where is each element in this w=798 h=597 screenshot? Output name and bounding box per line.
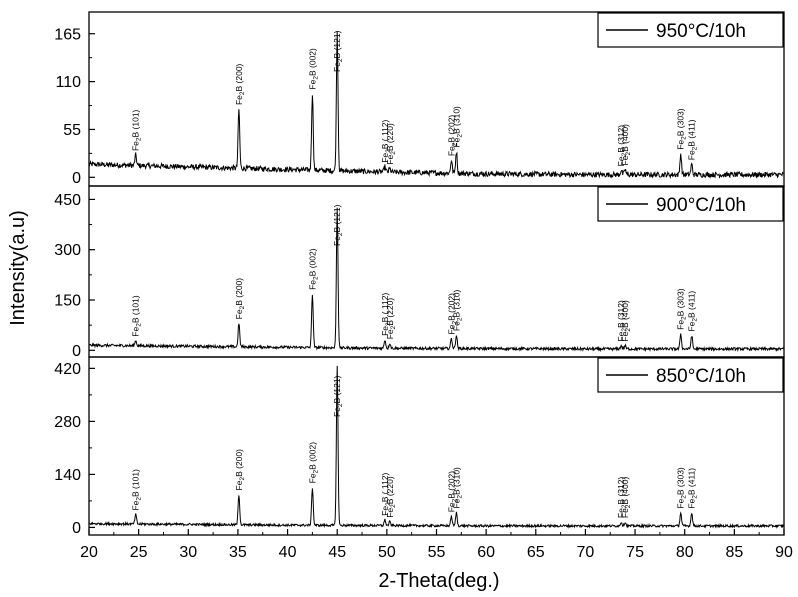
peak-label: Fe2B (411) [687, 468, 699, 509]
y-tick-label: 450 [54, 192, 81, 209]
y-tick-label: 300 [54, 242, 81, 259]
y-tick-label: 0 [72, 170, 81, 187]
peak-label: Fe2B (200) [234, 449, 246, 491]
y-tick-label: 420 [54, 361, 81, 378]
peak-label: Fe2B (200) [234, 63, 246, 105]
peak-label: Fe2B (303) [676, 467, 688, 509]
x-tick-label: 50 [378, 544, 396, 561]
peak-label: Fe2B (121) [332, 375, 344, 417]
peak-label: Fe2B (220) [385, 298, 397, 340]
series-line [88, 31, 785, 180]
peak-label: Fe2B (310) [451, 467, 463, 509]
x-tick-label: 30 [179, 544, 197, 561]
peak-label: Fe2B (202) [446, 293, 458, 335]
x-tick-label: 25 [130, 544, 148, 561]
y-tick-label: 140 [54, 467, 81, 484]
peak-label: Fe2B (101) [131, 295, 143, 337]
x-tick-label: 80 [676, 544, 694, 561]
x-axis: 20 25 30 35 40 45 50 55 60 65 70 75 80 85 90 [80, 529, 793, 561]
y-tick-label: 280 [54, 414, 81, 431]
peak-label: Fe2B (411) [687, 291, 699, 332]
peak-label: Fe2B (202) [446, 471, 458, 513]
peak-label: Fe2B (200) [234, 278, 246, 320]
legend-label: 850°C/10h [656, 366, 746, 387]
peak-label: Fe2B (400) [620, 477, 632, 519]
peak-label: Fe2B (400) [620, 124, 632, 166]
peak-label: Fe2B (312) [616, 125, 628, 167]
peak-label: Fe2B (310) [451, 290, 463, 332]
x-tick-label: 35 [229, 544, 247, 561]
x-tick-label: 90 [775, 544, 793, 561]
series-line [88, 207, 785, 353]
peak-label: Fe2B (002) [307, 248, 319, 290]
peak-label: Fe2B (312) [616, 477, 628, 519]
chart-panels: 0 55 110 165 Fe2B (101) Fe2B (200) Fe2B (002) F… [54, 11, 785, 537]
legend: 900°C/10h [597, 186, 784, 222]
peak-label: Fe2B ( 112) [380, 293, 392, 336]
peak-label: Fe2B (220) [385, 123, 397, 165]
peak-label: Fe2B ( 112) [380, 119, 392, 162]
y-tick-label: 55 [63, 122, 81, 139]
legend-label: 950°C/10h [656, 21, 746, 42]
peak-label: Fe2B (411) [687, 119, 699, 160]
peak-label: Fe2B (312) [616, 300, 628, 342]
peak-label: Fe2B (101) [131, 469, 143, 511]
legend: 950°C/10h [597, 12, 784, 48]
panel-3: 0 140 280 420 Fe2B (101) Fe2B (200) Fe2B (002)… [54, 356, 785, 537]
legend: 850°C/10h [597, 357, 784, 393]
x-tick-label: 70 [577, 544, 595, 561]
peak-label: Fe2B (400) [620, 300, 632, 342]
series-line [88, 365, 785, 529]
peak-label: Fe2B (002) [307, 48, 319, 90]
x-tick-label: 45 [328, 544, 346, 561]
peak-label: Fe2B (002) [307, 442, 319, 484]
x-tick-label: 65 [527, 544, 545, 561]
legend-label: 900°C/10h [656, 195, 746, 216]
peak-label: Fe2B (303) [676, 108, 688, 150]
panel-2: 0 150 300 450 Fe2B (101) Fe2B (200) Fe2B (002)… [54, 185, 785, 360]
y-axis-title: Intensity(a.u) [7, 210, 29, 326]
panel-1: 0 55 110 165 Fe2B (101) Fe2B (200) Fe2B (002) F… [54, 11, 785, 187]
x-tick-label: 40 [279, 544, 297, 561]
y-tick-label: 0 [72, 520, 81, 537]
peak-label: Fe2B (101) [131, 109, 143, 151]
y-tick-label: 110 [55, 74, 81, 91]
peak-label: Fe2B (310) [451, 106, 463, 148]
peak-label: Fe2B ( 112) [380, 473, 392, 516]
y-tick-label: 165 [54, 26, 81, 43]
y-tick-label: 150 [54, 293, 81, 310]
peak-label: Fe2B (202) [446, 115, 458, 157]
peak-label: Fe2B (121) [332, 30, 344, 72]
peak-label: Fe2B (303) [676, 288, 688, 330]
x-tick-label: 85 [725, 544, 743, 561]
x-tick-label: 60 [477, 544, 495, 561]
x-tick-label: 75 [626, 544, 644, 561]
x-tick-label: 20 [80, 544, 98, 561]
peak-label: Fe2B (220) [385, 476, 397, 518]
y-tick-label: 0 [72, 343, 81, 360]
peak-label: Fe2B (121) [332, 204, 344, 246]
x-tick-label: 55 [428, 544, 446, 561]
x-axis-title: 2-Theta(deg.) [378, 570, 499, 592]
